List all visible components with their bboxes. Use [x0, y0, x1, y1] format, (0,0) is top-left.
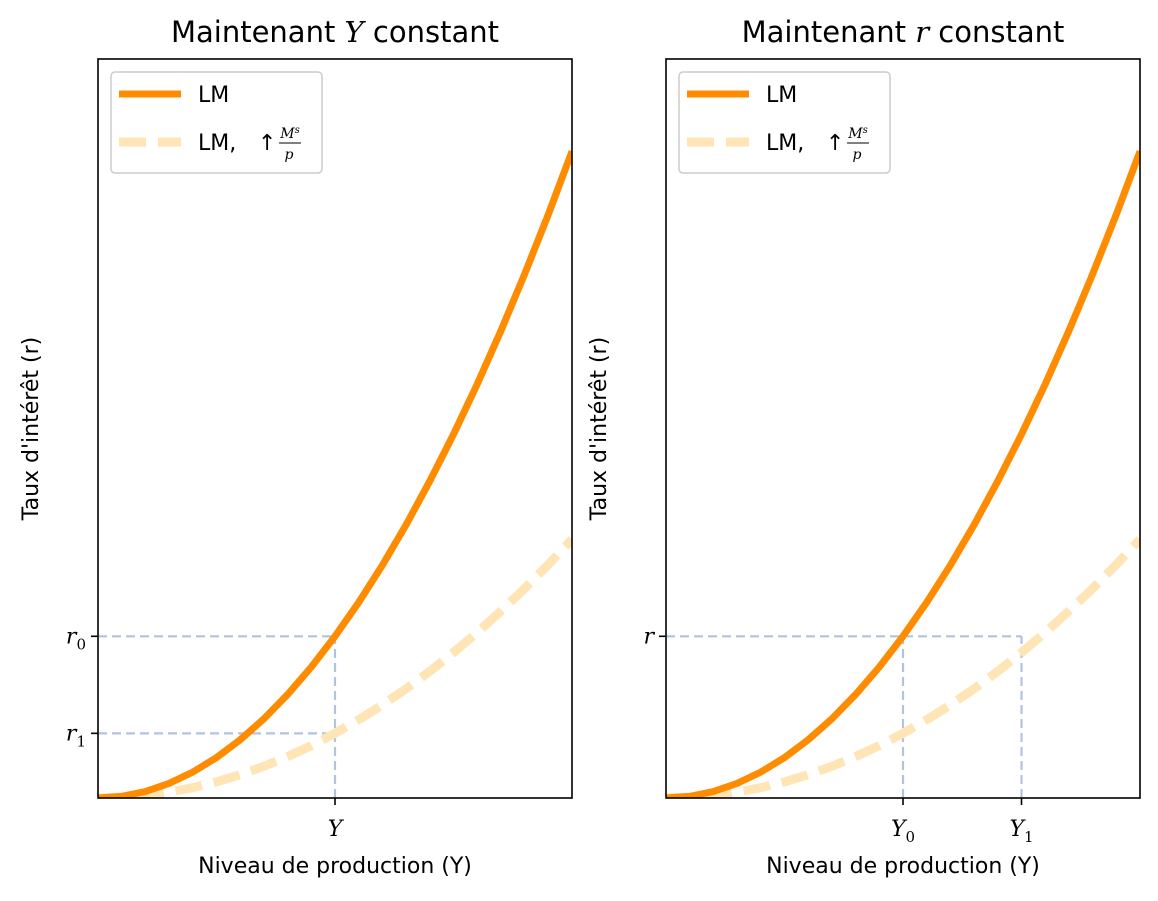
legend-label: LM,: [766, 131, 804, 156]
series-group: [98, 150, 572, 798]
series-line-lm: [666, 150, 1140, 798]
series-line-lm-shifted: [98, 536, 572, 798]
y-axis-label: Taux d'intérêt (r): [19, 337, 44, 521]
chart-panel-1: Yr0 r1 Maintenant Y constant Niveau de prod…: [19, 15, 573, 879]
x-axis-label: Niveau de production (Y): [198, 854, 472, 879]
legend-fraction-denominator: p: [285, 147, 294, 163]
y-tick-label: r0: [66, 624, 86, 653]
legend: LM LM, ↑ Ms p: [678, 71, 891, 174]
x-tick-label: Y: [328, 817, 345, 842]
legend-fraction-numerator: Ms: [279, 125, 299, 142]
x-tick-label: Y1: [1009, 817, 1033, 846]
legend-label: LM: [766, 83, 797, 108]
y-axis-label: Taux d'intérêt (r): [587, 337, 612, 521]
series-line-lm: [98, 150, 572, 798]
legend-up-arrow: ↑: [258, 131, 276, 156]
legend-fraction-denominator: p: [853, 147, 862, 163]
legend-fraction-numerator: Ms: [847, 125, 867, 142]
legend-up-arrow: ↑: [826, 131, 844, 156]
x-tick-label: Y0: [891, 817, 915, 846]
legend-label: LM: [198, 83, 229, 108]
y-tick-label: r1: [66, 721, 86, 750]
chart-panel-2: Y0 Y1 r Maintenant r constant Niveau de prod…: [587, 15, 1141, 879]
y-tick-label: r: [643, 624, 655, 649]
series-group: [666, 150, 1140, 798]
series-line-lm-shifted: [666, 536, 1140, 798]
chart-title: Maintenant Y constant: [171, 15, 499, 49]
legend: LM LM, ↑ Ms p: [110, 71, 323, 174]
chart-title: Maintenant r constant: [742, 15, 1065, 49]
legend-label: LM,: [198, 131, 236, 156]
guide-lines: [666, 635, 1023, 798]
x-axis-label: Niveau de production (Y): [766, 854, 1040, 879]
guide-lines: [98, 635, 337, 798]
